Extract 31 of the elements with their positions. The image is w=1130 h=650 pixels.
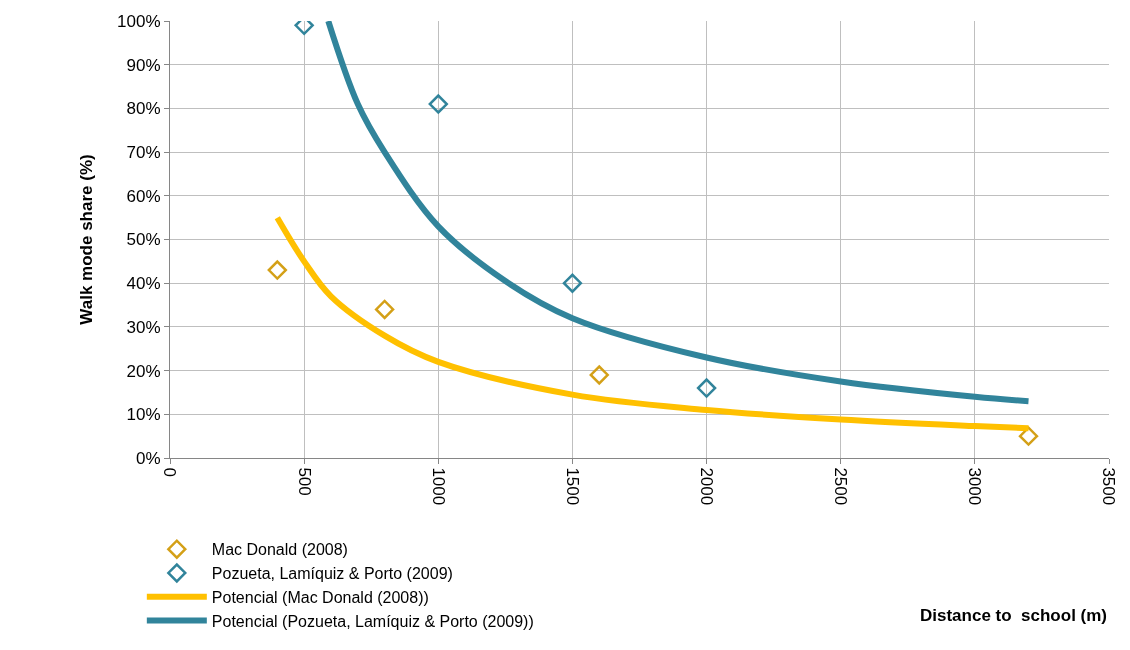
- x-tick-label: 0: [160, 467, 180, 477]
- x-tick-label: 1500: [562, 467, 582, 506]
- y-tick-label: 50%: [126, 230, 161, 250]
- text: Distance to school (m): [920, 606, 1108, 625]
- x-tick-label: 500: [294, 467, 314, 496]
- point: [562, 273, 583, 293]
- x-tick-label: 3500: [1099, 467, 1119, 506]
- y-tick-label: 80%: [126, 99, 161, 119]
- legend-label: Pozueta, Lamíquiz & Porto (2009): [211, 565, 453, 583]
- x-tick-label: 3000: [965, 467, 985, 506]
- point: [696, 378, 717, 398]
- point: [374, 299, 395, 320]
- y-tick-label: 20%: [126, 361, 161, 381]
- y-tick-label: 70%: [126, 143, 161, 163]
- y-tick-label: 60%: [126, 186, 161, 206]
- legend-label: Mac Donald (2008): [211, 541, 348, 559]
- y-tick-label: 100%: [117, 11, 161, 31]
- legend-label: Potencial (Pozueta, Lamíquiz & Porto (2009)): [211, 612, 534, 630]
- y-axis-title: Walk mode share (%): [76, 154, 96, 325]
- y-tick-label: 10%: [126, 405, 161, 425]
- y-tick-label: 30%: [126, 317, 161, 337]
- y-tick-label: 0%: [136, 448, 161, 468]
- point: [428, 94, 448, 114]
- y-tick-label: 40%: [126, 274, 161, 294]
- point: [267, 260, 288, 280]
- point: [589, 365, 609, 385]
- x-tick-label: 1000: [428, 467, 448, 506]
- x-tick-label: 2500: [831, 467, 851, 506]
- y-tick-label: 90%: [126, 55, 161, 75]
- x-tick-label: 2000: [697, 467, 717, 506]
- legend-label: Potencial (Mac Donald (2008)): [211, 589, 429, 607]
